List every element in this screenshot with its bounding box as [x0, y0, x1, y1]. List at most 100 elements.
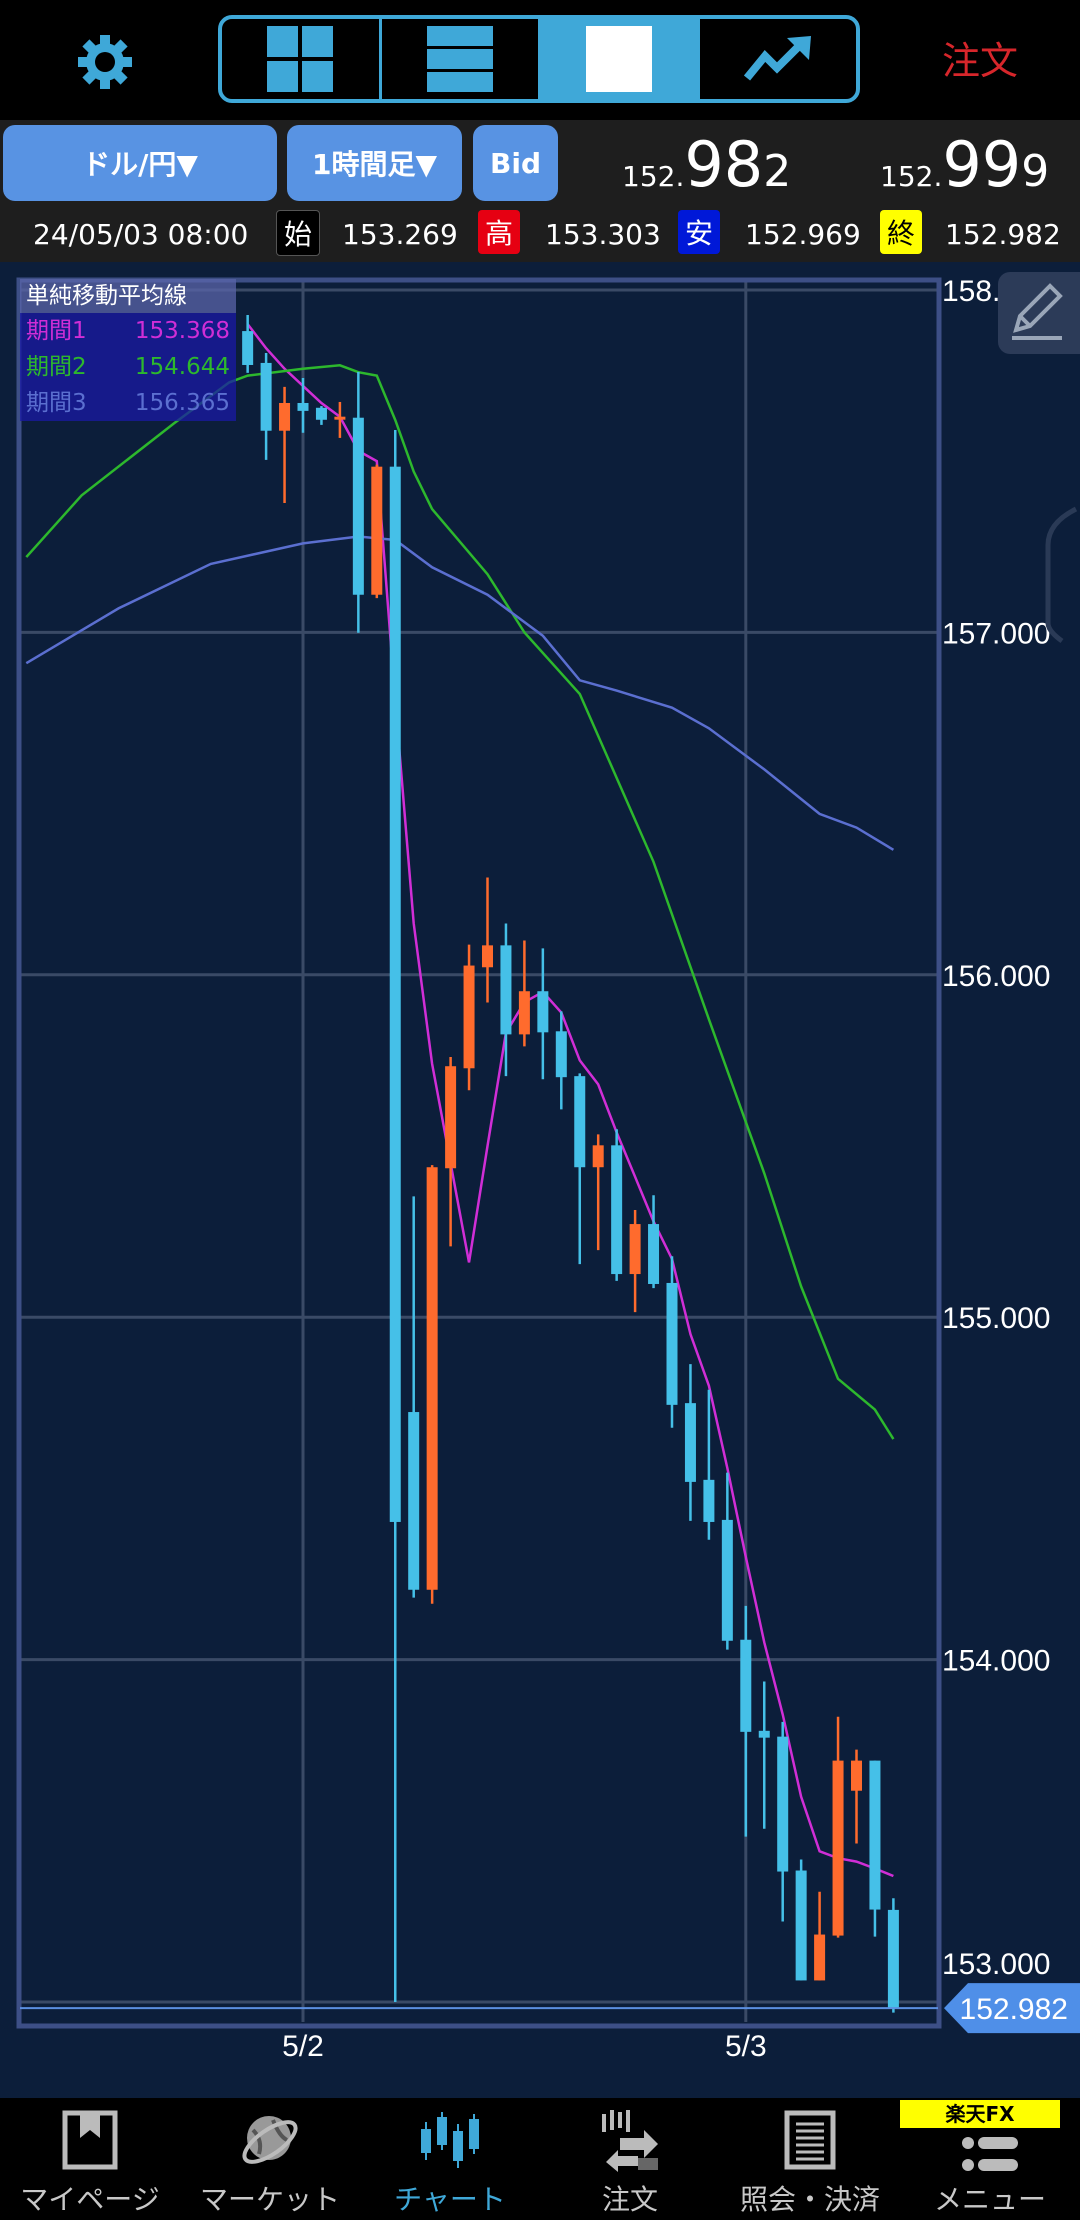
tab-layout-grid[interactable] — [222, 19, 382, 99]
bookmark-page-icon — [62, 2110, 118, 2170]
candle — [851, 1749, 862, 1844]
tab-layout-trend[interactable] — [700, 19, 856, 99]
brand-badge: 楽天FX — [900, 2100, 1060, 2128]
nav-chart[interactable]: チャート — [360, 2098, 540, 2220]
settings-button[interactable] — [75, 32, 135, 92]
grid-4-icon — [267, 26, 334, 92]
candle-body — [851, 1760, 862, 1791]
candle-body — [611, 1145, 623, 1275]
candle-body — [260, 362, 272, 431]
nav-label: 注文 — [601, 2183, 658, 2216]
candle-body — [463, 965, 475, 1069]
candle-body — [721, 1519, 733, 1641]
nav-label: マーケット — [199, 2183, 340, 2216]
legend-ma1: 期間1 153.368 — [20, 313, 236, 349]
document-list-icon — [784, 2110, 836, 2170]
candle-body — [297, 402, 309, 411]
candle — [426, 1165, 438, 1604]
y-tick-label: 153.000 — [942, 1948, 1050, 1981]
legend-value: 156.365 — [134, 390, 230, 416]
bid-price-pips: 98 — [684, 128, 764, 201]
trend-arrow-icon — [744, 36, 812, 81]
ma-line-2 — [25, 364, 895, 1440]
nav-label: 照会・決済 — [739, 2183, 880, 2216]
x-tick-label: 5/3 — [725, 2030, 767, 2063]
candle-body — [482, 945, 493, 968]
candle — [242, 314, 254, 373]
candle — [795, 1859, 807, 1981]
gear-icon — [78, 35, 132, 89]
candle-body — [629, 1224, 641, 1275]
drawer-handle-icon — [1045, 506, 1078, 644]
x-tick-label: 5/2 — [282, 2030, 324, 2063]
candle-body — [315, 407, 327, 420]
candles — [242, 314, 899, 2013]
candle — [869, 1760, 881, 1937]
bid-ask-toggle[interactable]: Bid — [473, 125, 558, 201]
legend-label: 期間1 — [26, 318, 87, 344]
candle-body — [500, 945, 512, 1035]
chart-canvas[interactable]: 158.000157.000156.000155.000154.000153.0… — [0, 0, 1080, 2098]
order-exchange-icon — [602, 2110, 658, 2172]
candle-body — [795, 1870, 807, 1981]
order-button[interactable]: 注文 — [941, 39, 1018, 83]
timeframe-select[interactable]: 1時間足▼ — [287, 125, 462, 201]
bid-price-prefix: 152. — [622, 160, 685, 193]
legend-label: 期間3 — [26, 390, 87, 416]
high-value: 153.303 — [545, 218, 661, 251]
candle — [777, 1721, 789, 1922]
ma-line-1 — [246, 323, 894, 1878]
x-axis: 5/2 5/3 — [282, 2030, 767, 2063]
candle — [315, 406, 327, 425]
nav-market[interactable]: マーケット — [180, 2098, 360, 2220]
close-value: 152.982 — [945, 218, 1061, 251]
y-tick-label: 154.000 — [942, 1645, 1050, 1678]
candle-body — [518, 991, 530, 1035]
legend-value: 153.368 — [134, 318, 230, 344]
candle-body — [574, 1076, 586, 1168]
ohlc-bar: 24/05/03 08:00 始 153.269 高 153.303 安 152… — [0, 206, 1080, 262]
candle — [260, 353, 272, 460]
candle — [611, 1129, 623, 1281]
globe-icon — [242, 2116, 298, 2164]
currency-pair-select[interactable]: ドル/円▼ — [3, 125, 277, 201]
candle-body — [592, 1145, 604, 1168]
indicator-legend[interactable]: 単純移動平均線 期間1 153.368 期間2 154.644 期間3 156.365 — [20, 279, 236, 421]
candle-body — [777, 1736, 789, 1872]
ask-price-pips: 99 — [942, 128, 1022, 201]
price-chart[interactable] — [0, 262, 1080, 2098]
candle-body — [814, 1934, 826, 1981]
open-value: 153.269 — [342, 218, 458, 251]
candle — [297, 377, 309, 433]
candle — [740, 1605, 752, 1837]
tab-layout-list[interactable] — [382, 19, 541, 99]
bid-price: 152.982 — [622, 128, 791, 201]
candle — [814, 1891, 826, 1981]
nav-mypage[interactable]: マイページ — [0, 2098, 180, 2220]
low-value: 152.969 — [745, 218, 861, 251]
y-tick-label: 157.000 — [942, 617, 1050, 650]
candle-body — [426, 1167, 438, 1590]
candle-body — [537, 991, 549, 1033]
legend-value: 154.644 — [134, 354, 230, 380]
candle — [371, 464, 383, 599]
tab-layout-single[interactable] — [540, 19, 701, 99]
indicator-title: 単純移動平均線 — [20, 279, 236, 313]
close-badge: 終 — [880, 210, 922, 254]
draw-tool-button[interactable] — [998, 272, 1080, 354]
nav-label: チャート — [394, 2183, 506, 2216]
legend-label: 期間2 — [26, 354, 87, 380]
candle-body — [242, 331, 254, 365]
nav-order[interactable]: 注文 — [540, 2098, 720, 2220]
candle — [352, 371, 364, 633]
menu-list-icon — [962, 2137, 1018, 2171]
candle — [832, 1716, 844, 1938]
nav-menu[interactable]: メニュー — [900, 2098, 1080, 2220]
candle-body — [758, 1730, 770, 1738]
candle — [721, 1472, 733, 1650]
current-price-tag — [944, 1983, 1080, 2034]
nav-inquiry-settlement[interactable]: 照会・決済 — [720, 2098, 900, 2220]
side-drawer-handle[interactable] — [1040, 505, 1080, 645]
candlestick-icon — [421, 2112, 479, 2168]
candle — [463, 944, 475, 1091]
